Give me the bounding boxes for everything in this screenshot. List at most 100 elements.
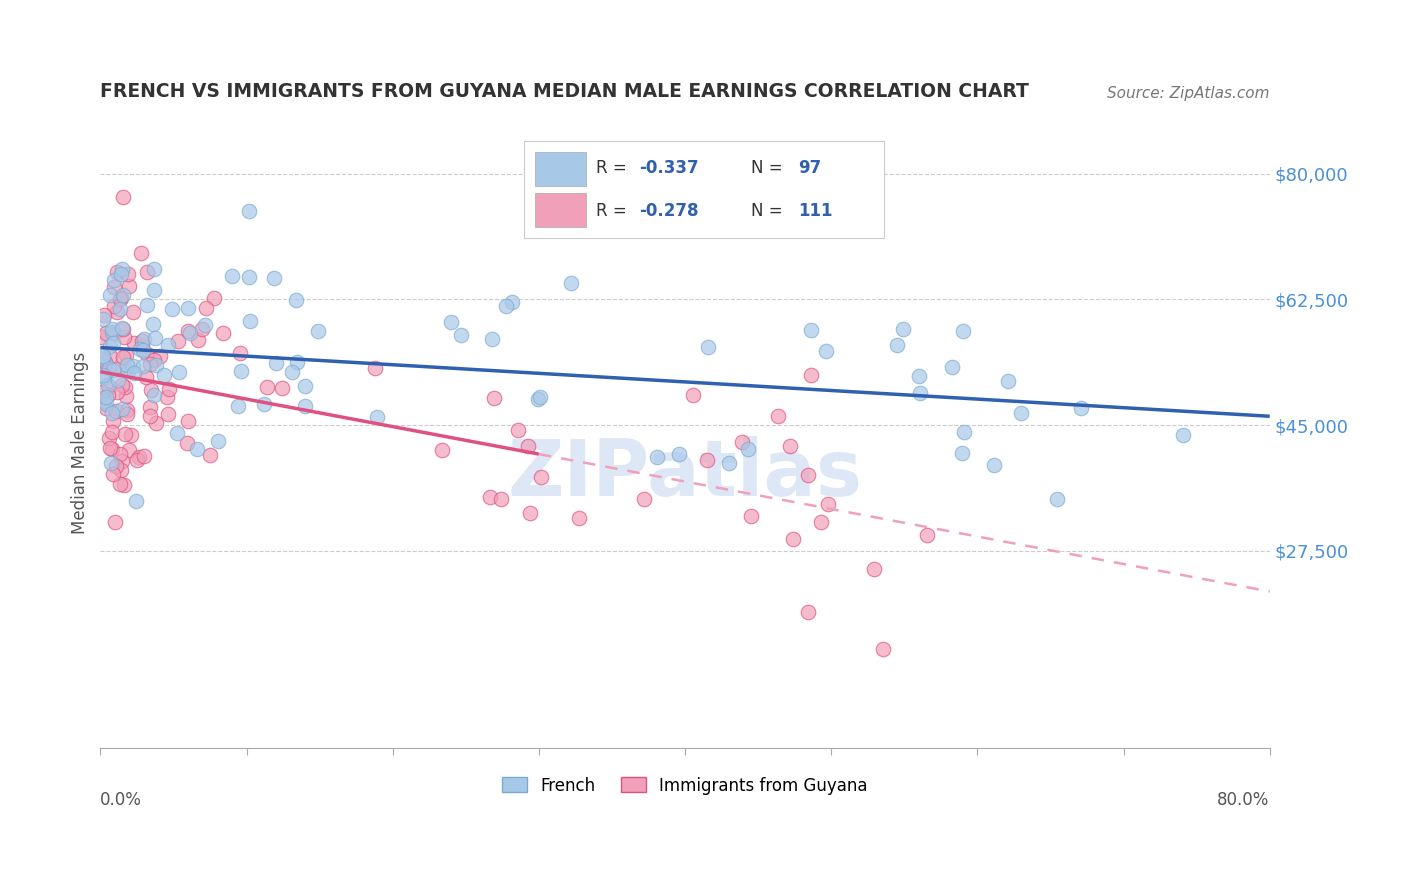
Point [177, 414, 200, 428]
Point [105, 304, 128, 318]
Point [766, 409, 789, 424]
Point [114, 389, 136, 403]
FancyBboxPatch shape [536, 152, 585, 186]
Text: 111: 111 [797, 202, 832, 219]
Point [131, 359, 153, 373]
Text: N =: N = [751, 202, 787, 219]
Point [194, 318, 217, 332]
Point [195, 301, 218, 315]
Point [229, 346, 252, 360]
Point [952, 324, 974, 338]
Point [478, 490, 501, 504]
Point [107, 362, 129, 376]
Point [153, 368, 176, 382]
Point [103, 363, 125, 377]
Point [238, 270, 260, 285]
Point [440, 315, 463, 329]
Point [253, 397, 276, 411]
Point [101, 325, 124, 339]
Point [111, 321, 134, 335]
Point [135, 265, 157, 279]
Point [117, 364, 139, 378]
Point [284, 293, 307, 307]
Point [120, 428, 142, 442]
Point [112, 477, 135, 491]
Point [145, 416, 167, 430]
Point [796, 467, 818, 482]
Point [145, 358, 167, 372]
Point [100, 456, 122, 470]
Point [186, 442, 208, 457]
Point [484, 391, 506, 405]
Point [176, 301, 198, 315]
Point [167, 365, 190, 379]
Point [111, 454, 134, 468]
Point [1070, 401, 1092, 416]
Point [122, 359, 145, 374]
Point [132, 449, 155, 463]
Text: R =: R = [596, 202, 633, 219]
Point [489, 492, 512, 507]
Point [228, 399, 250, 413]
Point [91, 357, 114, 371]
Point [207, 434, 229, 448]
Point [527, 392, 550, 407]
Point [229, 364, 252, 378]
Point [143, 331, 166, 345]
Point [256, 380, 278, 394]
Point [271, 381, 294, 395]
Point [294, 378, 316, 392]
Point [139, 409, 162, 424]
Point [997, 374, 1019, 388]
Point [737, 442, 759, 456]
Point [128, 450, 150, 465]
Point [167, 334, 190, 349]
Point [97, 377, 120, 392]
Point [156, 338, 179, 352]
Point [112, 350, 135, 364]
Text: N =: N = [751, 160, 787, 178]
Point [450, 328, 472, 343]
Point [129, 246, 152, 260]
Point [97, 388, 120, 402]
Point [294, 399, 316, 413]
Point [111, 378, 134, 392]
Point [101, 406, 124, 420]
Point [117, 408, 139, 422]
Point [112, 329, 135, 343]
Point [117, 403, 139, 417]
Point [122, 336, 145, 351]
Point [529, 470, 551, 484]
Point [101, 414, 124, 428]
Point [122, 367, 145, 381]
Point [211, 326, 233, 341]
Point [93, 370, 115, 384]
Point [108, 292, 131, 306]
Point [886, 338, 908, 352]
Point [501, 294, 523, 309]
Point [100, 442, 122, 456]
Point [633, 492, 655, 507]
Point [157, 382, 180, 396]
Point [363, 361, 385, 376]
Point [717, 456, 740, 470]
Point [952, 425, 974, 439]
Point [697, 340, 720, 354]
Point [105, 265, 128, 279]
Point [740, 508, 762, 523]
Point [114, 427, 136, 442]
Point [91, 352, 114, 367]
FancyBboxPatch shape [536, 194, 585, 227]
Point [560, 276, 582, 290]
Point [112, 322, 135, 336]
Point [104, 515, 127, 529]
Point [135, 298, 157, 312]
Point [782, 532, 804, 546]
Point [94, 355, 117, 369]
Point [114, 348, 136, 362]
Point [131, 334, 153, 348]
Point [93, 393, 115, 408]
Point [430, 442, 453, 457]
Point [281, 365, 304, 379]
Point [915, 528, 938, 542]
